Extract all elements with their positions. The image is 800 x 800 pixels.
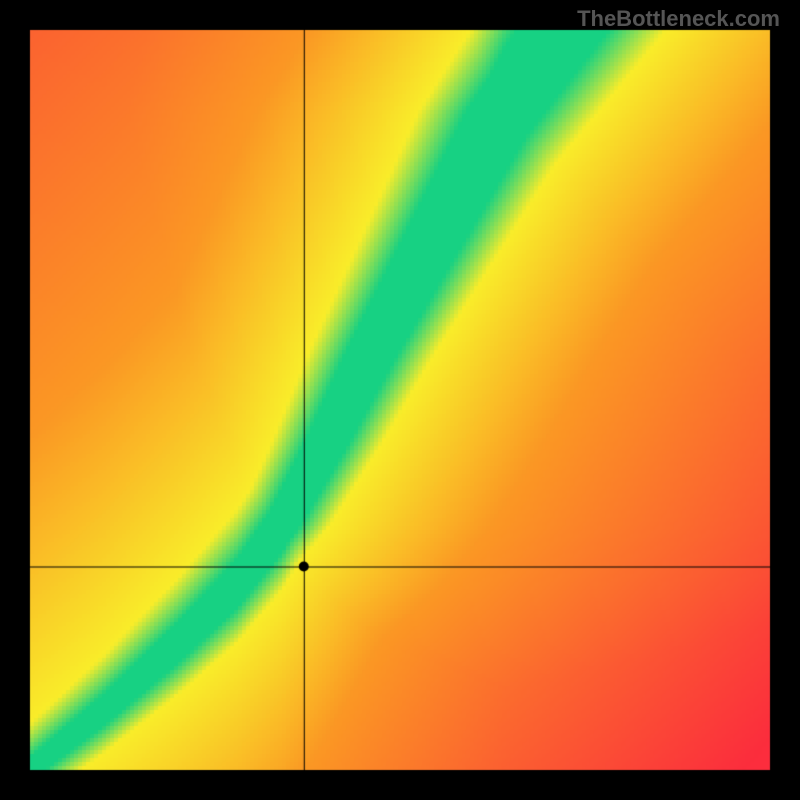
bottleneck-heatmap: [0, 0, 800, 800]
attribution-text: TheBottleneck.com: [577, 6, 780, 32]
chart-container: { "attribution": "TheBottleneck.com", "p…: [0, 0, 800, 800]
